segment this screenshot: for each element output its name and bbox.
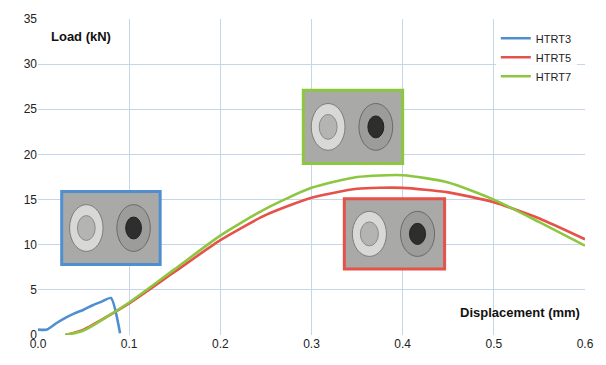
svg-text:25: 25 (24, 102, 38, 116)
svg-text:30: 30 (24, 57, 38, 71)
svg-text:Displacement (mm): Displacement (mm) (460, 305, 580, 320)
svg-text:35: 35 (24, 12, 38, 26)
svg-text:0.5: 0.5 (485, 337, 502, 351)
svg-text:0.3: 0.3 (303, 337, 320, 351)
svg-text:0.1: 0.1 (121, 337, 138, 351)
svg-text:0: 0 (30, 328, 37, 342)
svg-text:Load (kN): Load (kN) (51, 29, 111, 44)
svg-text:HTRT7: HTRT7 (536, 71, 571, 83)
svg-text:0.6: 0.6 (577, 337, 594, 351)
svg-text:0.2: 0.2 (212, 337, 229, 351)
svg-text:10: 10 (24, 238, 38, 252)
svg-text:0.0: 0.0 (30, 337, 47, 351)
svg-text:20: 20 (24, 148, 38, 162)
svg-text:HTRT3: HTRT3 (536, 33, 571, 45)
svg-text:0.4: 0.4 (394, 337, 411, 351)
svg-text:HTRT5: HTRT5 (536, 52, 571, 64)
svg-text:15: 15 (24, 193, 38, 207)
svg-text:5: 5 (30, 283, 37, 297)
